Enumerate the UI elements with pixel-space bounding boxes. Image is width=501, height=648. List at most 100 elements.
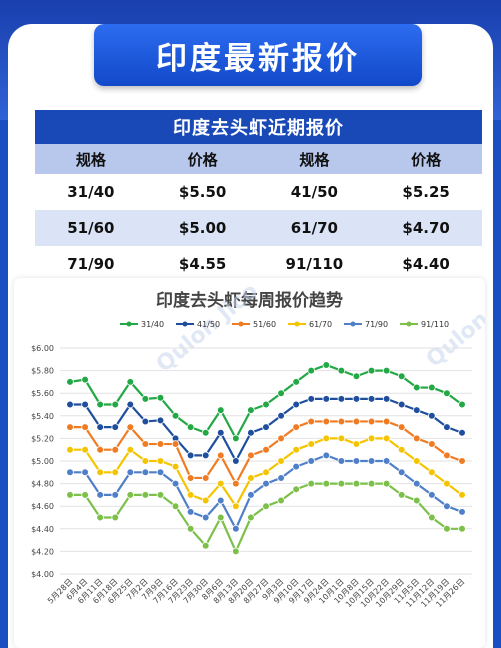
data-point	[292, 485, 300, 494]
data-point	[201, 496, 210, 505]
data-point	[277, 389, 285, 397]
data-point	[171, 479, 180, 488]
data-point	[141, 491, 150, 499]
data-point	[171, 412, 180, 420]
data-point	[232, 479, 240, 488]
data-point	[443, 502, 451, 511]
data-point	[322, 434, 331, 443]
data-point	[262, 468, 270, 477]
data-point	[216, 451, 225, 460]
data-point	[141, 457, 150, 465]
data-point	[232, 457, 240, 465]
table-header-row: 规格 价格 规格 价格	[35, 144, 482, 174]
data-point	[232, 547, 240, 556]
price-table: 印度去头虾近期报价 规格 价格 规格 价格 31/40 $5.50 41/50 …	[35, 110, 482, 282]
data-point	[307, 440, 316, 448]
price-cell: $4.55	[178, 255, 227, 273]
data-point	[412, 434, 421, 443]
y-tick-label: $5.80	[31, 367, 54, 376]
data-point	[307, 417, 316, 426]
data-point	[397, 468, 406, 477]
data-point	[412, 479, 421, 488]
data-point	[458, 525, 466, 533]
data-point	[382, 366, 391, 375]
data-point	[367, 417, 376, 426]
data-point	[66, 423, 74, 431]
data-point	[262, 502, 270, 511]
data-point	[428, 468, 436, 477]
data-point	[428, 383, 436, 392]
data-point	[428, 491, 436, 499]
data-point	[216, 406, 225, 414]
data-point	[66, 468, 74, 477]
y-tick-label: $6.00	[31, 344, 54, 353]
price-cell: $4.70	[402, 219, 450, 237]
legend-label: 51/60	[253, 320, 276, 329]
title-banner: 印度最新报价	[94, 24, 422, 86]
data-point	[292, 378, 300, 386]
chart-title: 印度去头虾每周报价趋势	[156, 291, 343, 311]
data-point	[277, 457, 285, 465]
data-point	[337, 479, 346, 488]
data-point	[141, 395, 150, 403]
data-point	[247, 406, 255, 414]
y-tick-label: $5.40	[31, 412, 54, 421]
data-point	[141, 440, 150, 448]
data-point	[216, 479, 225, 488]
data-point	[81, 468, 89, 477]
data-point	[96, 513, 104, 522]
data-point	[81, 400, 89, 409]
data-point	[412, 406, 421, 414]
data-point	[292, 462, 300, 471]
y-tick-label: $4.00	[31, 570, 54, 579]
data-point	[126, 445, 135, 454]
data-point	[96, 400, 104, 409]
data-point	[337, 417, 346, 426]
data-point	[428, 412, 436, 420]
data-point	[337, 395, 346, 403]
data-point	[201, 428, 210, 437]
legend-marker	[350, 321, 356, 327]
data-point	[458, 428, 466, 437]
header-spec: 规格	[75, 150, 106, 169]
data-point	[111, 445, 120, 454]
data-point	[66, 445, 74, 454]
data-point	[201, 451, 210, 460]
data-point	[216, 496, 225, 505]
data-point	[443, 423, 451, 431]
data-point	[397, 400, 406, 409]
data-point	[307, 457, 316, 465]
data-point	[352, 479, 361, 488]
data-point	[277, 412, 285, 420]
data-point	[367, 479, 376, 488]
data-point	[126, 400, 135, 409]
legend-marker	[294, 321, 300, 327]
data-point	[216, 428, 225, 437]
y-tick-label: $4.60	[31, 502, 54, 511]
data-point	[96, 491, 104, 499]
data-point	[247, 474, 255, 482]
data-point	[337, 457, 346, 465]
data-point	[186, 491, 195, 499]
legend-marker	[238, 321, 244, 327]
price-cell: $5.25	[402, 183, 450, 201]
data-point	[443, 525, 451, 533]
data-point	[322, 395, 331, 403]
data-point	[382, 479, 391, 488]
data-point	[201, 513, 210, 522]
data-point	[307, 395, 316, 403]
legend-marker	[406, 321, 412, 327]
data-point	[156, 491, 165, 499]
data-point	[397, 445, 406, 454]
data-point	[292, 445, 300, 454]
data-point	[232, 434, 240, 443]
data-point	[307, 366, 316, 375]
data-point	[277, 474, 285, 482]
data-point	[337, 434, 346, 443]
price-cell: $5.50	[178, 183, 227, 201]
data-point	[397, 491, 406, 499]
spec-cell: 71/90	[67, 255, 115, 273]
data-point	[412, 496, 421, 505]
data-point	[111, 468, 120, 477]
